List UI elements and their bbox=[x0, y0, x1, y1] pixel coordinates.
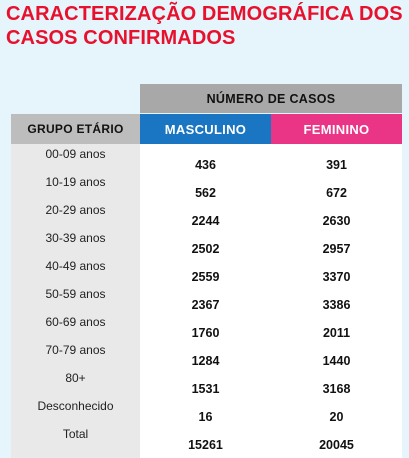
age-group-label: Total bbox=[62, 427, 89, 441]
table-row: 20-29 anos 2244 2630 bbox=[11, 204, 402, 232]
female-cases-value: 20 bbox=[329, 410, 344, 424]
male-cases-value: 1284 bbox=[191, 354, 220, 368]
female-cases-value: 1440 bbox=[322, 354, 351, 368]
female-cases-value: 2630 bbox=[322, 214, 351, 228]
male-column-header: MASCULINO bbox=[140, 114, 271, 144]
male-cases-value: 2502 bbox=[191, 242, 220, 256]
age-group-label: 10-19 anos bbox=[45, 175, 106, 189]
page-title: CARACTERIZAÇÃO DEMOGRÁFICA DOS CASOS CON… bbox=[6, 2, 406, 50]
age-group-column-background bbox=[11, 144, 140, 458]
female-cases-value: 2011 bbox=[322, 326, 351, 340]
age-group-label: 70-79 anos bbox=[45, 343, 106, 357]
age-group-label: 80+ bbox=[65, 371, 86, 385]
age-group-label: 40-49 anos bbox=[45, 259, 106, 273]
male-cases-value: 1531 bbox=[191, 382, 220, 396]
title-line-1: CARACTERIZAÇÃO DEMOGRÁFICA DOS bbox=[6, 3, 403, 25]
age-group-label: Desconhecido bbox=[37, 399, 114, 413]
age-group-label: 30-39 anos bbox=[45, 231, 106, 245]
female-cases-value: 2957 bbox=[322, 242, 351, 256]
table-row: Desconhecido 16 20 bbox=[11, 400, 402, 428]
female-cases-value: 3370 bbox=[322, 270, 351, 284]
male-cases-value: 2559 bbox=[191, 270, 220, 284]
age-group-label: 20-29 anos bbox=[45, 203, 106, 217]
male-cases-value: 2367 bbox=[191, 298, 220, 312]
values-area-background bbox=[140, 144, 402, 458]
age-group-label: 50-59 anos bbox=[45, 287, 106, 301]
female-column-header: FEMININO bbox=[271, 114, 402, 144]
male-cases-value: 16 bbox=[198, 410, 213, 424]
male-cases-value: 2244 bbox=[191, 214, 220, 228]
table-row: 50-59 anos 2367 3386 bbox=[11, 288, 402, 316]
male-cases-value: 436 bbox=[195, 158, 216, 172]
female-cases-value: 3386 bbox=[322, 298, 351, 312]
table-row: 70-79 anos 1284 1440 bbox=[11, 344, 402, 372]
table-row: 00-09 anos 436 391 bbox=[11, 148, 402, 176]
male-cases-value: 562 bbox=[195, 186, 216, 200]
table-row: 30-39 anos 2502 2957 bbox=[11, 232, 402, 260]
table-row: Total 15261 20045 bbox=[11, 428, 402, 456]
table-row: 60-69 anos 1760 2011 bbox=[11, 316, 402, 344]
age-group-label: 00-09 anos bbox=[45, 147, 106, 161]
table-row: 10-19 anos 562 672 bbox=[11, 176, 402, 204]
female-cases-value: 20045 bbox=[319, 438, 354, 452]
table-row: 40-49 anos 2559 3370 bbox=[11, 260, 402, 288]
table-row: 80+ 1531 3168 bbox=[11, 372, 402, 400]
age-group-label: 60-69 anos bbox=[45, 315, 106, 329]
female-cases-value: 3168 bbox=[322, 382, 351, 396]
title-line-2: CASOS CONFIRMADOS bbox=[6, 27, 236, 49]
male-cases-value: 15261 bbox=[188, 438, 223, 452]
age-group-column-header: GRUPO ETÁRIO bbox=[11, 114, 140, 144]
female-cases-value: 391 bbox=[326, 158, 347, 172]
female-cases-value: 672 bbox=[326, 186, 347, 200]
male-cases-value: 1760 bbox=[191, 326, 220, 340]
cases-group-header: NÚMERO DE CASOS bbox=[140, 84, 402, 113]
